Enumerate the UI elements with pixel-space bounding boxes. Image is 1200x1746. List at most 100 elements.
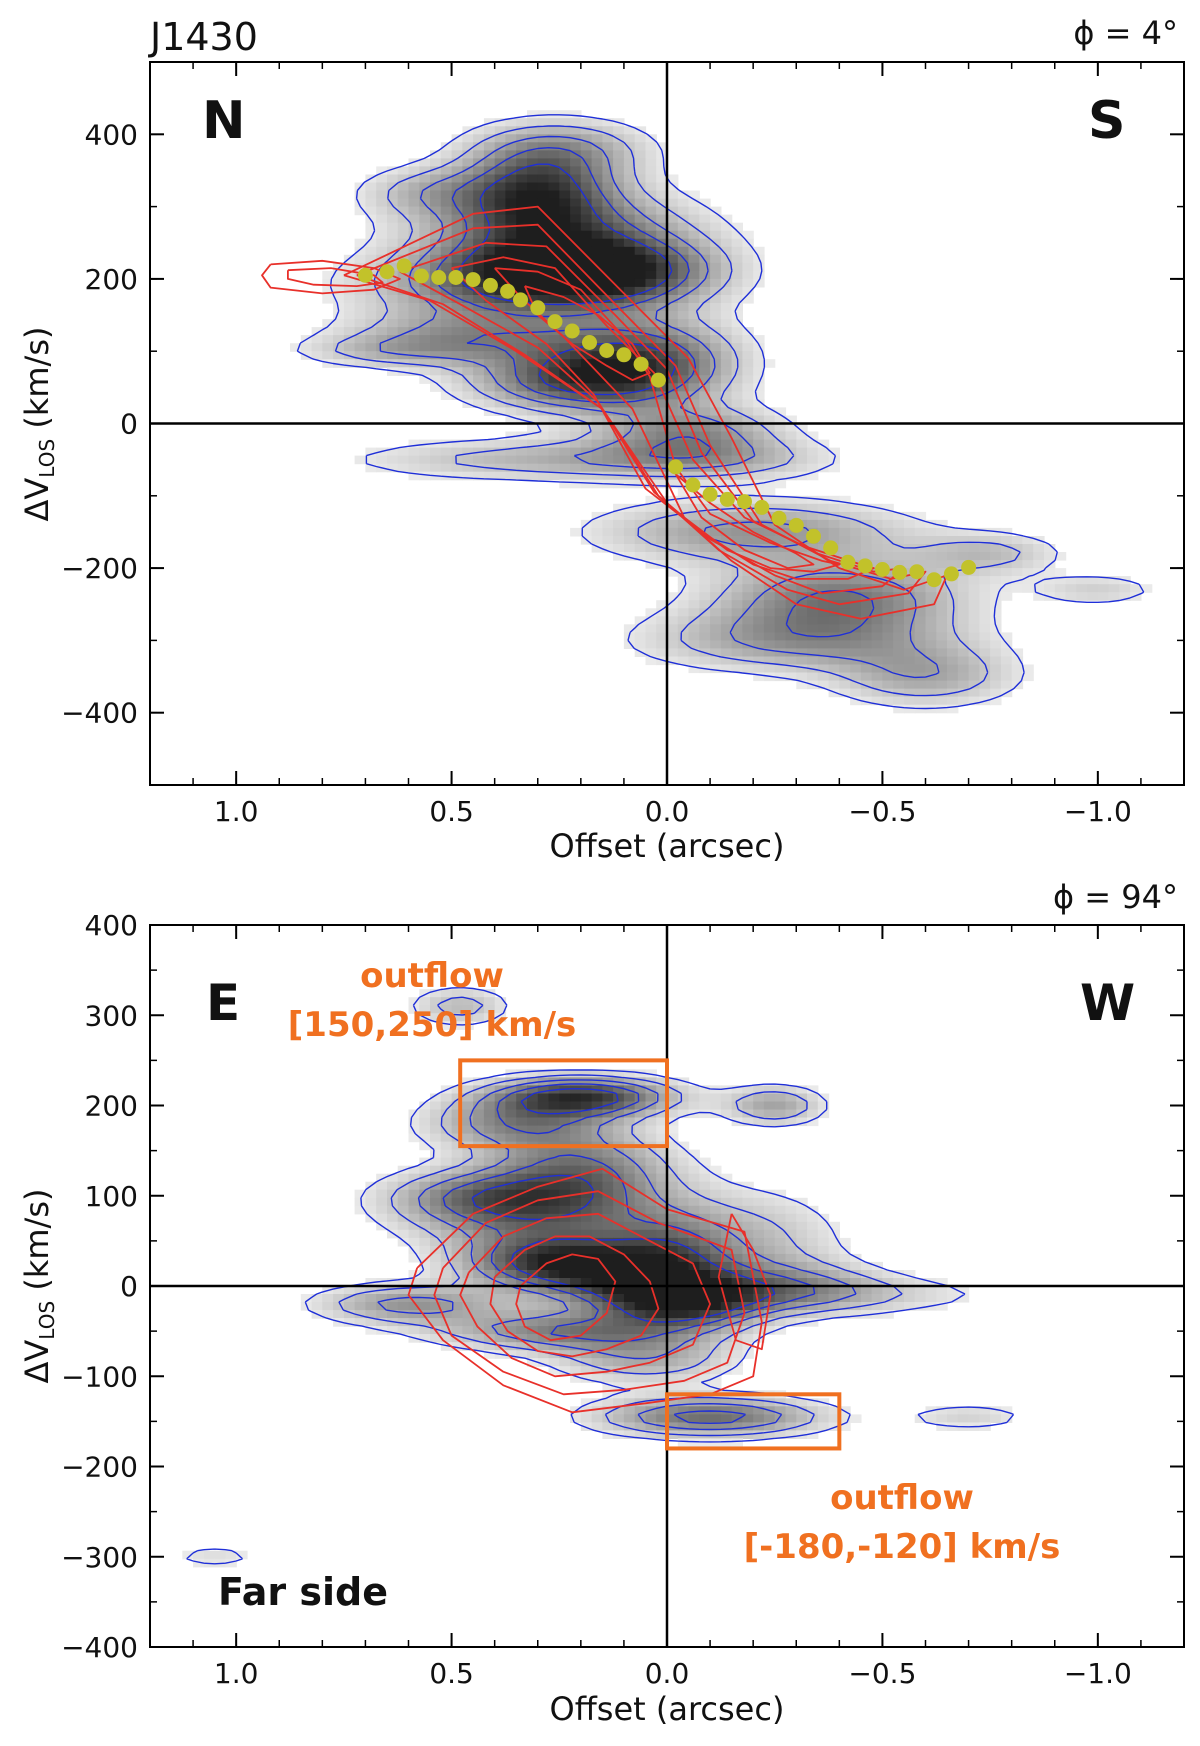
intensity-cell xyxy=(807,455,819,465)
intensity-cell xyxy=(667,1229,679,1239)
intensity-cell xyxy=(527,230,539,240)
intensity-cell xyxy=(527,455,539,465)
intensity-cell xyxy=(623,1157,636,1167)
intensity-cell xyxy=(925,584,937,593)
intensity-cell xyxy=(505,1213,517,1223)
intensity-cell xyxy=(623,1350,636,1359)
intensity-cell xyxy=(483,1149,496,1159)
intensity-cell xyxy=(570,1157,582,1167)
intensity-cell xyxy=(677,1213,690,1223)
intensity-cell xyxy=(419,1109,431,1119)
intensity-cell xyxy=(430,222,442,232)
intensity-cell xyxy=(537,1189,550,1199)
intensity-cell xyxy=(505,1173,517,1183)
intensity-cell xyxy=(613,1125,625,1135)
intensity-cell xyxy=(387,230,399,240)
intensity-cell xyxy=(850,680,862,690)
intensity-cell xyxy=(968,1414,980,1423)
intensity-cell xyxy=(1033,552,1045,561)
intensity-cell xyxy=(419,359,431,368)
intensity-cell xyxy=(430,1117,442,1127)
intensity-cell xyxy=(516,206,528,216)
intensity-cell xyxy=(656,1085,668,1094)
intensity-cell xyxy=(677,568,690,577)
intensity-cell xyxy=(699,1109,711,1119)
intensity-cell xyxy=(613,375,625,384)
intensity-cell xyxy=(440,1197,453,1207)
intensity-cell xyxy=(634,632,647,641)
intensity-cell xyxy=(440,1221,453,1231)
intensity-cell xyxy=(796,576,808,585)
intensity-cell xyxy=(516,383,528,392)
intensity-cell xyxy=(785,1197,797,1207)
intensity-cell xyxy=(774,479,787,489)
intensity-cell xyxy=(677,1358,690,1367)
intensity-cell xyxy=(677,560,690,569)
intensity-cell xyxy=(667,1310,679,1319)
intensity-cell xyxy=(688,1406,700,1415)
intensity-cell xyxy=(677,1406,690,1415)
intensity-cell xyxy=(850,568,862,577)
intensity-cell xyxy=(688,552,700,561)
intensity-cell xyxy=(785,552,797,561)
intensity-cell xyxy=(763,487,776,497)
intensity-cell xyxy=(419,1318,431,1327)
intensity-cell xyxy=(527,1109,539,1119)
intensity-cell xyxy=(570,1326,582,1335)
intensity-cell xyxy=(591,455,603,465)
intensity-cell xyxy=(753,1253,765,1263)
intensity-cell xyxy=(623,1197,636,1207)
intensity-cell xyxy=(548,415,560,425)
intensity-cell xyxy=(623,1278,636,1287)
intensity-cell xyxy=(602,463,614,473)
intensity-cell xyxy=(602,158,614,167)
intensity-cell xyxy=(591,1197,603,1207)
intensity-cell xyxy=(559,1294,571,1303)
intensity-cell xyxy=(537,190,550,200)
intensity-cell xyxy=(570,391,582,400)
x-tick-label: 0.0 xyxy=(645,795,690,828)
intensity-cell xyxy=(742,1197,754,1207)
intensity-cell xyxy=(677,640,690,649)
intensity-cell xyxy=(850,1270,862,1279)
intensity-cell xyxy=(645,1286,657,1295)
intensity-cell xyxy=(376,222,388,232)
intensity-cell xyxy=(731,367,743,376)
intensity-cell xyxy=(462,142,474,151)
intensity-cell xyxy=(505,367,517,376)
intensity-cell xyxy=(807,1398,819,1407)
intensity-cell xyxy=(613,1350,625,1359)
intensity-cell xyxy=(591,423,603,433)
intensity-cell xyxy=(925,1286,937,1295)
intensity-cell xyxy=(397,238,410,248)
intensity-cell xyxy=(796,1398,808,1407)
intensity-cell xyxy=(451,1334,463,1343)
intensity-cell xyxy=(440,1141,453,1151)
intensity-cell xyxy=(408,997,420,1006)
intensity-cell xyxy=(440,447,453,457)
intensity-cell xyxy=(742,552,754,561)
intensity-cell xyxy=(667,1302,679,1311)
intensity-cell xyxy=(602,126,614,135)
intensity-cell xyxy=(807,503,819,513)
intensity-cell xyxy=(634,1358,647,1367)
intensity-cell xyxy=(634,455,647,465)
intensity-cell xyxy=(634,1350,647,1359)
intensity-cell xyxy=(559,158,571,167)
intensity-cell xyxy=(742,479,754,489)
intensity-cell xyxy=(494,1326,507,1335)
intensity-cell xyxy=(559,1326,571,1335)
y-tick-label: 200 xyxy=(85,263,138,296)
intensity-cell xyxy=(473,303,485,312)
intensity-cell xyxy=(537,278,550,288)
intensity-cell xyxy=(720,600,733,609)
intensity-cell xyxy=(645,1109,657,1119)
intensity-cell xyxy=(1054,584,1067,593)
intensity-cell xyxy=(850,503,862,513)
intensity-cell xyxy=(979,648,991,657)
intensity-cell xyxy=(440,1149,453,1159)
intensity-cell xyxy=(440,375,453,384)
intensity-cell xyxy=(440,1157,453,1167)
intensity-cell xyxy=(753,383,765,392)
intensity-cell xyxy=(365,311,377,320)
